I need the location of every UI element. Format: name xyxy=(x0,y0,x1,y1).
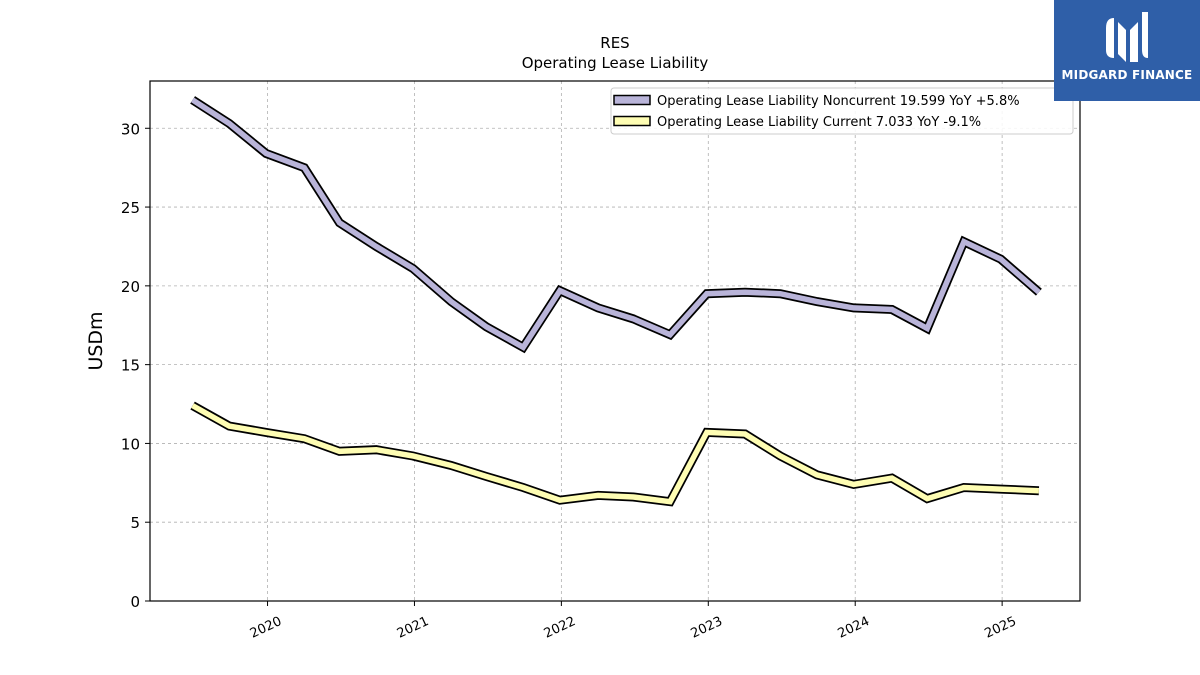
x-tick-label: 2024 xyxy=(836,614,872,642)
series-line-1 xyxy=(191,97,1041,351)
y-axis-label: USDm xyxy=(85,311,107,370)
x-axis: 2020 2021 2022 2023 2024 2025 xyxy=(248,601,1019,642)
plot-frame xyxy=(149,80,1081,602)
legend-swatch-2 xyxy=(613,115,651,127)
y-tick-label: 10 xyxy=(121,435,140,453)
y-axis: 0 5 10 15 20 25 30 xyxy=(121,120,150,611)
x-tick-label: 2020 xyxy=(248,614,284,642)
legend-swatch-1 xyxy=(613,94,651,106)
y-tick-label: 5 xyxy=(130,514,140,532)
logo-text: MIDGARD FINANCE xyxy=(1061,68,1193,82)
y-tick-label: 15 xyxy=(121,357,140,375)
chart-title: RES xyxy=(600,34,629,52)
y-tick-label: 30 xyxy=(121,120,140,138)
series-line-2 xyxy=(191,403,1040,505)
x-tick-label: 2022 xyxy=(542,614,578,642)
y-tick-label: 25 xyxy=(121,199,140,217)
y-tick-label: 0 xyxy=(130,593,140,611)
legend-label-1: Operating Lease Liability Noncurrent 19.… xyxy=(657,94,1020,109)
chart-subtitle: Operating Lease Liability xyxy=(522,54,709,72)
x-tick-label: 2021 xyxy=(395,614,431,642)
series-layer xyxy=(190,96,1042,507)
midgard-finance-logo: MIDGARD FINANCE xyxy=(1054,0,1200,101)
legend-box xyxy=(610,87,1074,135)
y-tick-label: 20 xyxy=(121,278,140,296)
series-outline-1 xyxy=(190,96,1042,354)
logo-mark-icon xyxy=(1106,12,1148,62)
x-tick-label: 2025 xyxy=(982,614,1018,642)
legend: Operating Lease Liability Noncurrent 19.… xyxy=(610,87,1074,135)
x-tick-label: 2023 xyxy=(689,614,725,642)
legend-label-2: Operating Lease Liability Current 7.033 … xyxy=(657,115,981,130)
